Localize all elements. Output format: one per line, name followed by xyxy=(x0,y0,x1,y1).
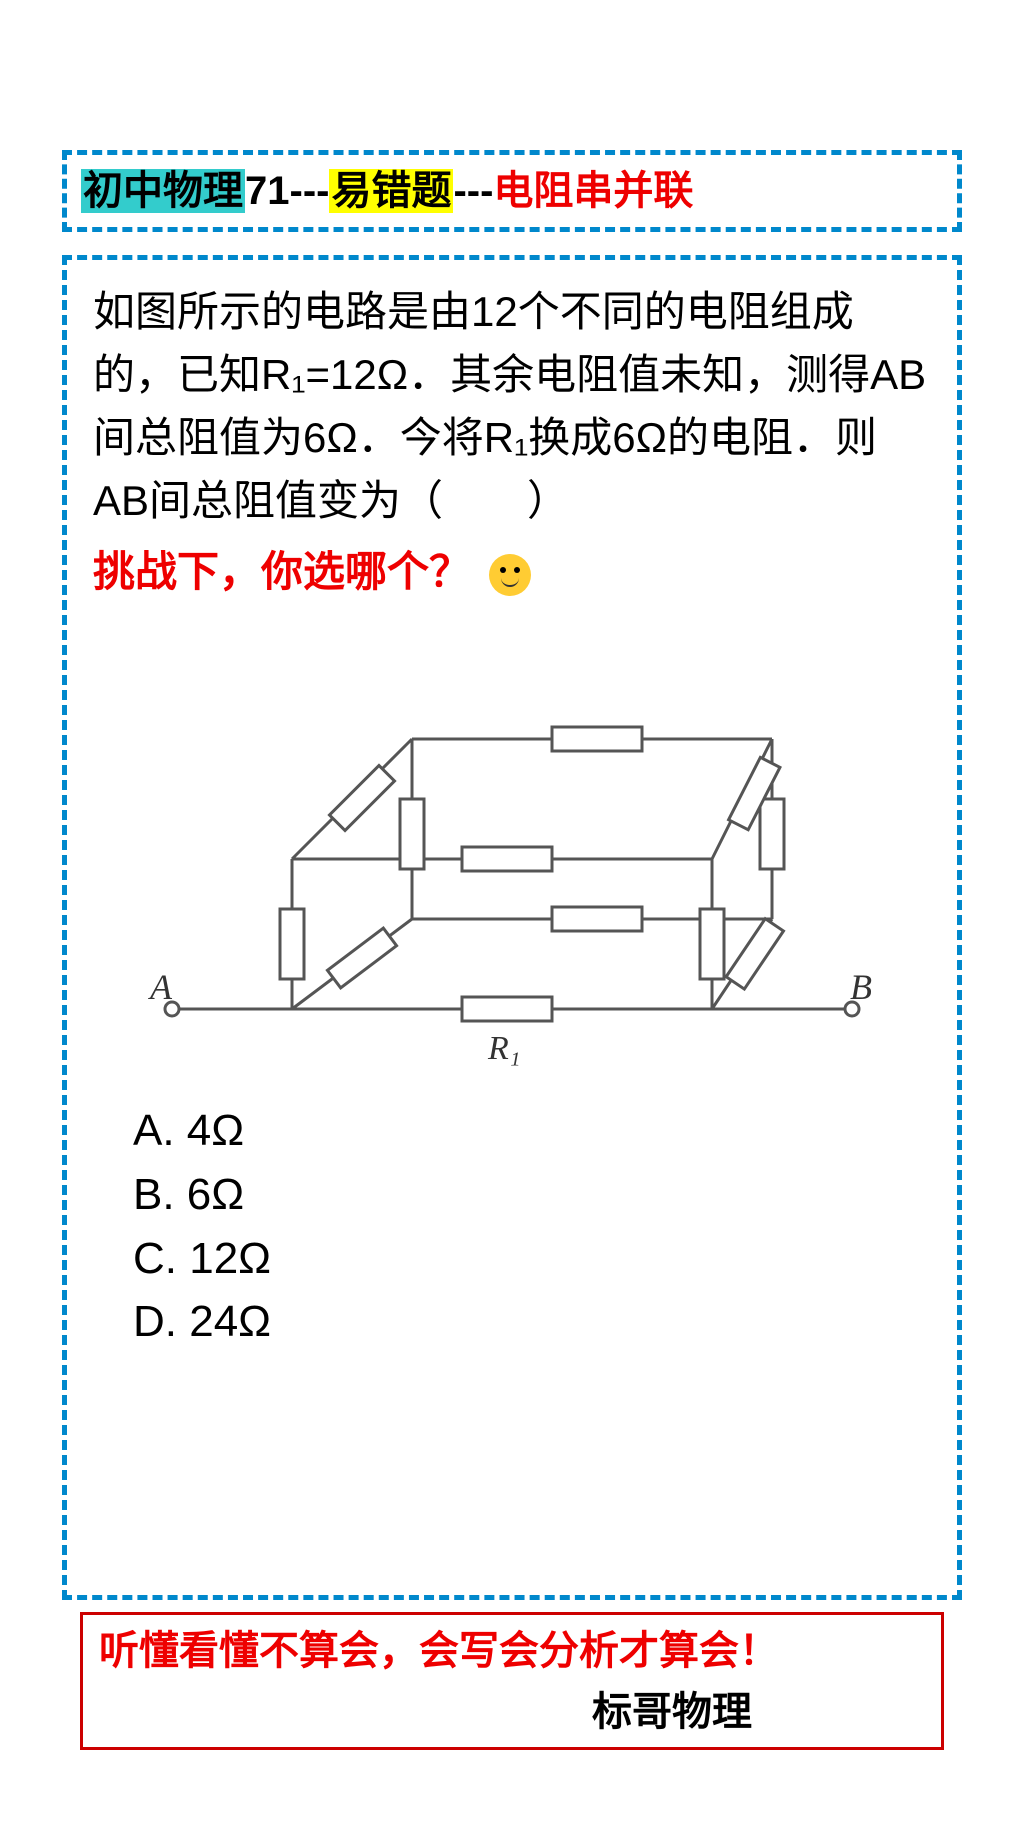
header-part1: 初中物理 xyxy=(81,169,245,213)
footer-box: 听懂看懂不算会，会写会分析才算会！ 标哥物理 xyxy=(80,1612,944,1750)
diagram-label-a: A xyxy=(148,967,173,1007)
answer-options: A. 4Ω B. 6Ω C. 12Ω D. 24Ω xyxy=(133,1099,931,1354)
header-part3: 易错题 xyxy=(329,169,453,213)
option-d: D. 24Ω xyxy=(133,1290,931,1354)
circuit-diagram: A B R₁ xyxy=(132,629,892,1089)
header-title: 初中物理71---易错题---电阻串并联 xyxy=(81,165,943,217)
smiley-icon xyxy=(489,554,531,596)
header-part4: --- xyxy=(453,169,493,213)
diagram-label-b: B xyxy=(850,967,872,1007)
option-a: A. 4Ω xyxy=(133,1099,931,1163)
challenge-line: 挑战下，你选哪个？ xyxy=(93,538,931,599)
header-part5: 电阻串并联 xyxy=(493,169,693,213)
option-b: B. 6Ω xyxy=(133,1163,931,1227)
diagram-label-r1: R₁ xyxy=(487,1030,521,1067)
footer-line2: 标哥物理 xyxy=(419,1679,925,1737)
option-c: C. 12Ω xyxy=(133,1227,931,1291)
header-part2: 71--- xyxy=(245,169,329,213)
challenge-text: 挑战下，你选哪个？ xyxy=(93,548,471,595)
header-box: 初中物理71---易错题---电阻串并联 xyxy=(62,150,962,232)
footer-line1: 听懂看懂不算会，会写会分析才算会！ xyxy=(99,1623,925,1679)
question-text: 如图所示的电路是由12个不同的电阻组成的，已知R₁=12Ω．其余电阻值未知，测得… xyxy=(93,280,931,532)
main-box: 如图所示的电路是由12个不同的电阻组成的，已知R₁=12Ω．其余电阻值未知，测得… xyxy=(62,255,962,1600)
